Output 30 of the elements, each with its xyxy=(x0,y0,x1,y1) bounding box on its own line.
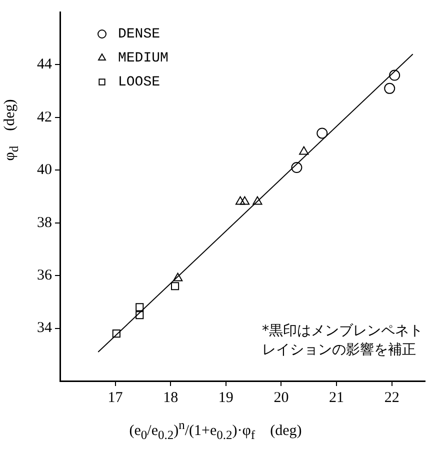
x-tick-label: 22 xyxy=(384,390,400,406)
point xyxy=(384,82,396,94)
point xyxy=(252,196,262,205)
legend-label: LOOSE xyxy=(118,74,160,91)
point xyxy=(136,311,144,320)
y-tick-label: 38 xyxy=(37,214,52,231)
x-tick-label: 17 xyxy=(108,390,124,406)
point xyxy=(299,146,309,155)
point xyxy=(389,70,400,81)
text: (e$_{0}$/e$_{0.2}$)$^{n}$/(1+e$_{0.2}$)·φ$_{f}$ (deg) xyxy=(129,418,302,442)
point xyxy=(316,128,328,139)
x-tick-label: 19 xyxy=(218,390,234,406)
y-tick-label: 40 xyxy=(37,162,52,178)
x-tick-label: 18 xyxy=(163,390,178,406)
point xyxy=(112,330,120,338)
legend-label: MEDIUM xyxy=(118,50,168,67)
x-tick-label: 20 xyxy=(274,390,289,406)
y-tick-label: 36 xyxy=(37,268,52,284)
y-tick-label: 42 xyxy=(37,109,52,126)
x-tick-label: 21 xyxy=(329,390,344,406)
legend-label: DENSE xyxy=(118,26,160,43)
y-tick-label: 34 xyxy=(37,320,52,336)
point xyxy=(172,272,183,282)
point xyxy=(291,162,302,174)
point xyxy=(235,196,246,205)
point xyxy=(240,196,250,205)
annotation: *黒印はメンブレンペネトレイションの影響を補正 xyxy=(262,322,424,360)
point xyxy=(136,303,144,312)
point xyxy=(170,282,180,290)
y-tick-label: 44 xyxy=(37,56,52,73)
